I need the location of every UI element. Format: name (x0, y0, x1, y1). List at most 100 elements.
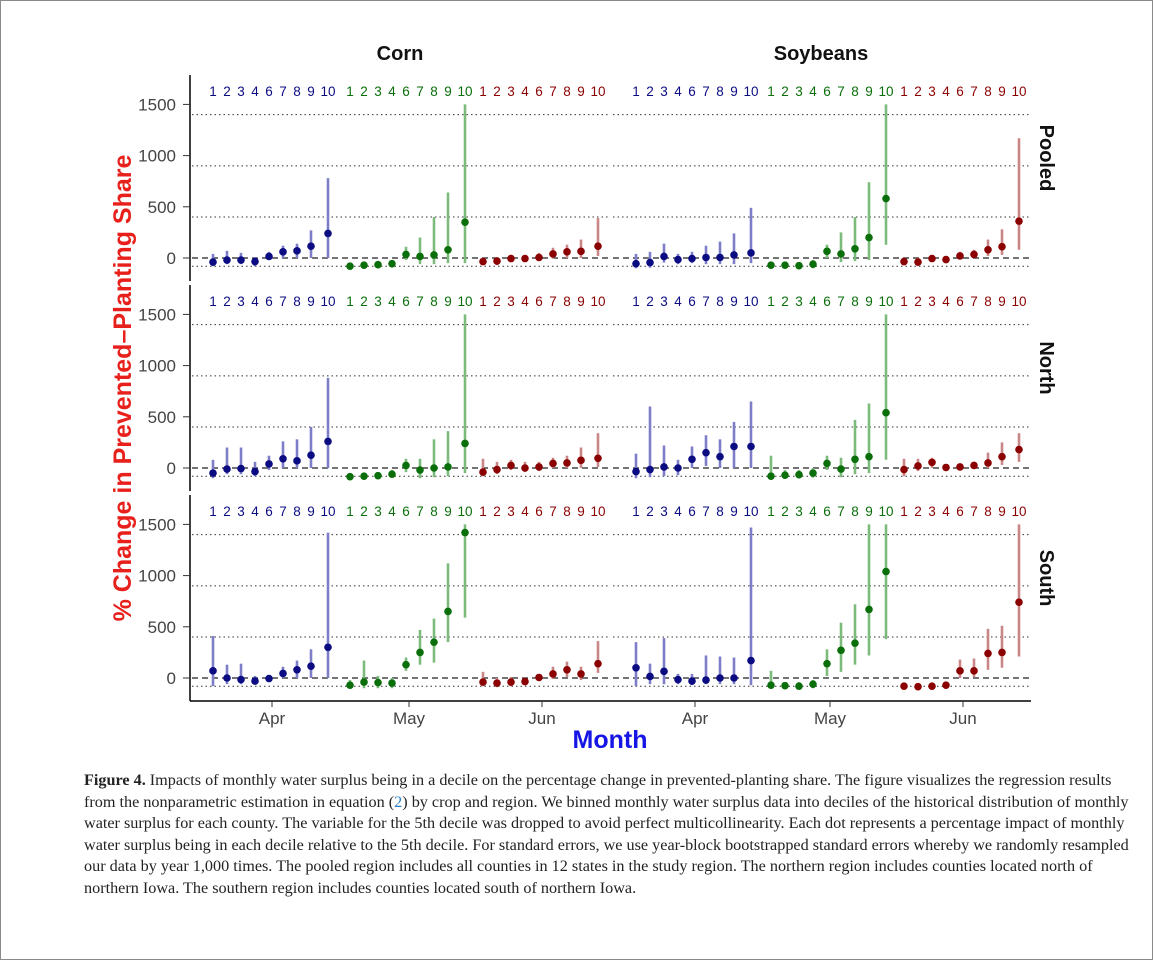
data-point (360, 472, 368, 480)
data-point (747, 442, 755, 451)
y-axis-title: % Change in Prevented–Planting Share (109, 155, 137, 622)
data-point (594, 454, 602, 463)
data-point (928, 254, 936, 263)
data-point (956, 463, 964, 471)
data-point (493, 465, 501, 474)
decile-label: 7 (837, 504, 845, 519)
decile-label: 6 (956, 504, 964, 519)
decile-label: 8 (984, 504, 992, 519)
caption-text-2: ) by crop and region. We binned monthly … (84, 792, 1129, 897)
decile-label: 4 (674, 294, 682, 309)
data-point (674, 675, 682, 684)
decile-label: 4 (942, 84, 950, 99)
data-point (823, 247, 831, 256)
decile-label: 3 (660, 84, 668, 99)
data-point (716, 253, 724, 262)
decile-label: 3 (795, 294, 803, 309)
data-point (374, 471, 382, 480)
decile-label: 6 (535, 84, 543, 99)
data-point (767, 681, 775, 689)
decile-label: 1 (632, 504, 640, 519)
data-point (1015, 598, 1023, 607)
decile-label: 6 (823, 504, 831, 519)
data-point (632, 259, 640, 268)
decile-label: 7 (416, 294, 424, 309)
decile-label: 10 (743, 294, 758, 309)
decile-label: 9 (307, 294, 315, 309)
faceted-chart: Corn SoybeansPooledNorthSouth050010001500… (109, 43, 1057, 754)
data-point (747, 249, 755, 257)
x-tick-label-apr: Apr (682, 709, 709, 728)
decile-label: 1 (209, 504, 217, 519)
decile-label: 7 (549, 294, 557, 309)
decile-label: 6 (535, 294, 543, 309)
data-point (479, 257, 487, 266)
decile-label: 8 (293, 294, 301, 309)
decile-label: 4 (388, 84, 396, 99)
data-point (795, 261, 803, 270)
data-point (984, 649, 992, 658)
data-point (688, 677, 696, 685)
decile-label: 6 (823, 294, 831, 309)
data-point (430, 251, 438, 259)
data-point (324, 643, 332, 652)
data-point (914, 258, 922, 266)
data-point (632, 467, 640, 476)
y-tick-label: 1500 (138, 515, 176, 534)
decile-label: 4 (251, 84, 259, 99)
decile-label: 10 (1011, 84, 1026, 99)
data-point (928, 458, 936, 467)
decile-label: 3 (507, 504, 515, 519)
decile-label: 1 (767, 84, 775, 99)
decile-label: 10 (457, 84, 472, 99)
data-point (430, 638, 438, 646)
data-point (307, 451, 315, 460)
data-point (646, 672, 654, 681)
caption-equation-ref[interactable]: 2 (394, 792, 403, 811)
data-point (956, 667, 964, 675)
data-point (251, 257, 259, 266)
data-point (781, 261, 789, 269)
decile-label: 10 (590, 294, 605, 309)
data-point (293, 457, 301, 465)
decile-label: 10 (878, 294, 893, 309)
decile-label: 2 (360, 294, 368, 309)
decile-label: 1 (209, 84, 217, 99)
decile-label: 8 (851, 294, 859, 309)
data-point (346, 262, 354, 270)
figure-caption: Figure 4. Impacts of monthly water surpl… (84, 770, 1134, 900)
decile-label: 3 (374, 294, 382, 309)
data-point (279, 454, 287, 463)
data-point (702, 448, 710, 457)
data-point (444, 246, 452, 254)
data-point (251, 467, 259, 476)
data-point (781, 681, 789, 690)
decile-label: 2 (914, 84, 922, 99)
data-point (942, 255, 950, 264)
decile-label: 7 (837, 84, 845, 99)
decile-label: 1 (209, 294, 217, 309)
data-point (237, 464, 245, 473)
data-point (702, 253, 710, 262)
decile-label: 1 (346, 294, 354, 309)
decile-label: 3 (795, 84, 803, 99)
decile-label: 2 (493, 84, 501, 99)
decile-label: 10 (590, 84, 605, 99)
data-point (577, 456, 585, 465)
data-point (837, 646, 845, 655)
decile-label: 10 (457, 504, 472, 519)
data-point (507, 678, 515, 686)
decile-label: 8 (851, 504, 859, 519)
decile-label: 10 (457, 294, 472, 309)
data-point (479, 468, 487, 476)
data-point (674, 464, 682, 472)
data-point (837, 250, 845, 258)
data-point (956, 252, 964, 260)
data-point (809, 680, 817, 688)
decile-label: 2 (493, 294, 501, 309)
data-point (461, 528, 469, 537)
decile-label: 1 (346, 504, 354, 519)
y-tick-label: 1000 (138, 567, 176, 586)
decile-label: 2 (646, 504, 654, 519)
data-point (444, 463, 452, 471)
